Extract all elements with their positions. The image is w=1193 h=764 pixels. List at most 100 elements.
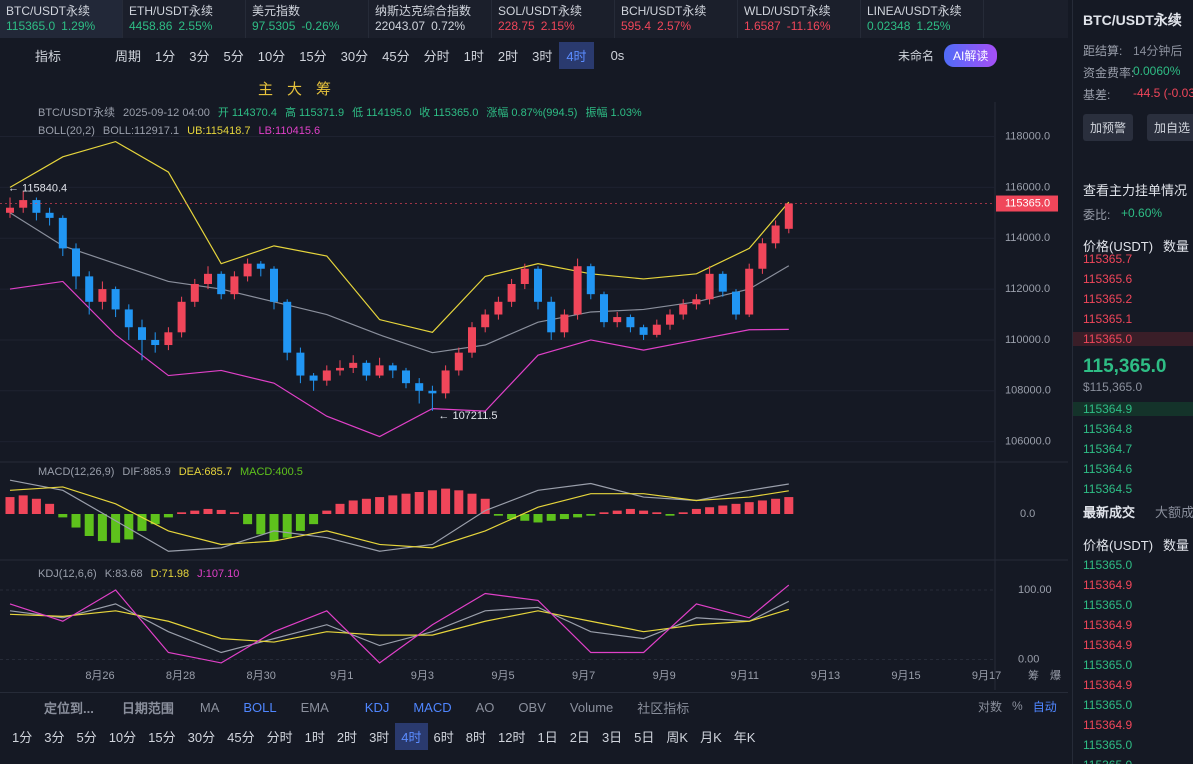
tab[interactable]: LINEA/USDT永续 0.02348 1.25% xyxy=(861,0,984,38)
period-button[interactable]: 5日 xyxy=(634,729,655,745)
period-button[interactable]: 5分 xyxy=(223,48,244,64)
scale-option[interactable]: 对数 xyxy=(978,699,1003,714)
tab-price: 115365.0 xyxy=(6,19,56,33)
indicator-button[interactable]: 日期范围 xyxy=(121,700,174,716)
macd-bar xyxy=(731,503,741,514)
period-button[interactable]: 15分 xyxy=(148,729,176,745)
tab-quote: 97.5305 -0.26% xyxy=(252,19,362,33)
last-usd: $115,365.0 xyxy=(1083,380,1143,394)
tab[interactable]: SOL/USDT永续 228.75 2.15% xyxy=(492,0,615,38)
period-button[interactable]: 5分 xyxy=(76,729,97,745)
period-button[interactable]: 分时 xyxy=(266,729,293,745)
tab-quote: 22043.07 0.72% xyxy=(375,19,485,33)
scale-option[interactable]: % xyxy=(1012,699,1023,713)
period-button[interactable]: 0s xyxy=(610,47,625,63)
legend-text: 高 115371.9 xyxy=(285,105,344,119)
tab[interactable]: WLD/USDT永续 1.6587 -11.16% xyxy=(738,0,861,38)
period-button[interactable]: 15分 xyxy=(299,48,327,64)
legend-text: 涨幅 0.87%(994.5) xyxy=(486,106,577,119)
period-button[interactable]: 1分 xyxy=(12,729,33,745)
tab[interactable]: BCH/USDT永续 595.4 2.57% xyxy=(615,0,738,38)
scale-option[interactable]: 自动 xyxy=(1032,699,1057,714)
layout-name[interactable]: 未命名 xyxy=(898,48,935,63)
tab-price: 97.5305 xyxy=(252,19,296,33)
candle-body xyxy=(784,203,793,229)
period-button[interactable]: 周期 xyxy=(115,48,142,64)
legend-text: 收 115365.0 xyxy=(419,105,478,119)
period-button[interactable]: 1时 xyxy=(463,48,484,64)
period-button[interactable]: 2日 xyxy=(569,729,590,745)
period-button[interactable]: 年K xyxy=(733,729,756,745)
period-button[interactable]: 3分 xyxy=(44,729,65,745)
period-button[interactable]: 30分 xyxy=(187,729,216,745)
period-button[interactable]: 10分 xyxy=(108,729,137,745)
period-button[interactable]: 45分 xyxy=(382,48,410,64)
period-button[interactable]: 周K xyxy=(666,729,689,745)
indicator-button[interactable]: MACD xyxy=(413,699,452,715)
period-button[interactable]: 10分 xyxy=(257,48,286,64)
period-button[interactable]: 1日 xyxy=(537,729,558,745)
tab-quote: 0.02348 1.25% xyxy=(867,19,977,33)
indicator-button[interactable]: BOLL xyxy=(243,699,277,715)
ratio-label: 委比: xyxy=(1083,208,1111,222)
y-tick-label: 0.00 xyxy=(1018,653,1039,665)
period-button[interactable]: 30分 xyxy=(340,48,369,64)
candle-body xyxy=(45,212,54,218)
indicator-button[interactable]: KDJ xyxy=(364,699,390,715)
indicator-button[interactable]: AO xyxy=(475,699,495,715)
period-button[interactable]: 分时 xyxy=(423,48,450,64)
indicator-button[interactable]: Volume xyxy=(569,699,614,715)
x-tick-label: 9月5 xyxy=(491,670,514,682)
trade-price: 115365.0 xyxy=(1083,658,1133,672)
period-button[interactable]: 45分 xyxy=(227,729,255,745)
period-button[interactable]: 3日 xyxy=(601,729,623,745)
period-button[interactable]: 3时 xyxy=(532,48,553,64)
period-button[interactable]: 月K xyxy=(700,729,722,745)
period-button[interactable]: 指标 xyxy=(35,48,62,64)
indicator-button[interactable]: 定位到... xyxy=(44,700,94,716)
y-tick-label: 108000.0 xyxy=(1005,385,1051,397)
macd-bar xyxy=(520,514,530,521)
candle-body xyxy=(124,309,133,328)
button[interactable]: 加预警 xyxy=(1083,114,1134,141)
candle-body xyxy=(322,370,331,381)
period-button[interactable]: 3时 xyxy=(369,729,390,745)
period-button[interactable]: 1时 xyxy=(304,729,325,745)
button[interactable]: 加自选 xyxy=(1147,114,1193,141)
tab[interactable]: 纳斯达克综合指数 22043.07 0.72% xyxy=(369,0,492,38)
tab[interactable]: ETH/USDT永续 4458.86 2.55% xyxy=(123,0,246,38)
macd-bar xyxy=(295,514,305,531)
book-head: 数量 xyxy=(1163,239,1190,254)
corner-label: 筹 xyxy=(1028,668,1039,682)
period-button[interactable]: 4时 xyxy=(559,41,594,69)
draw-tool[interactable]: 筹 xyxy=(316,80,332,98)
ai-button[interactable]: AI解读 xyxy=(944,43,998,67)
draw-tool[interactable]: 主 xyxy=(258,80,274,98)
y-tick-label: 116000.0 xyxy=(1005,181,1050,193)
period-button[interactable]: 1分 xyxy=(155,48,176,64)
tab-change: 1.29% xyxy=(61,19,96,33)
trade-head: 数量 xyxy=(1163,538,1190,553)
draw-tool[interactable]: 大 xyxy=(287,80,303,98)
tab[interactable]: 美元指数 97.5305 -0.26% xyxy=(246,0,369,38)
period-button[interactable]: 2时 xyxy=(336,729,358,745)
period-button[interactable]: 4时 xyxy=(395,722,428,750)
period-button[interactable]: 8时 xyxy=(465,729,486,745)
trade-price: 115364.9 xyxy=(1083,578,1133,592)
tab-price: 1.6587 xyxy=(744,19,781,33)
last-price-label: 115365.0 xyxy=(1005,197,1050,209)
period-button[interactable]: 2时 xyxy=(497,48,519,64)
indicator-button[interactable]: OBV xyxy=(518,699,546,715)
period-button[interactable]: 6时 xyxy=(433,729,454,745)
tab-name: SOL/USDT永续 xyxy=(498,4,583,18)
candle-body xyxy=(415,383,424,391)
indicator-button[interactable]: MA xyxy=(199,699,220,715)
tab-change: -11.16% xyxy=(786,19,831,33)
tab[interactable]: BTC/USDT永续 115365.0 1.29% xyxy=(0,0,123,38)
period-button[interactable]: 12时 xyxy=(498,729,526,745)
indicator-button[interactable]: EMA xyxy=(300,699,329,715)
candle-body xyxy=(428,390,437,394)
book-head: 价格(USDT) xyxy=(1083,239,1154,254)
period-button[interactable]: 3分 xyxy=(189,48,210,64)
indicator-button[interactable]: 社区指标 xyxy=(637,700,690,716)
